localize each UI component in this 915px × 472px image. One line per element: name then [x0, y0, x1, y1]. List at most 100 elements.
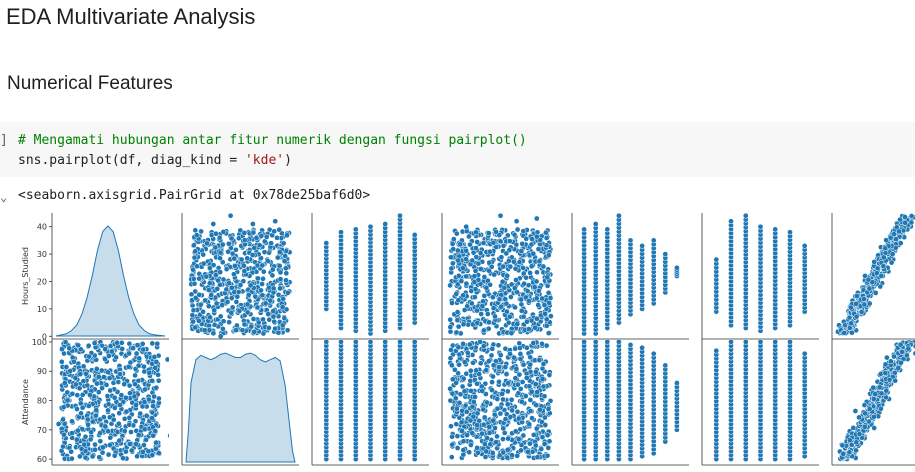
- scatter-point: [466, 449, 473, 456]
- scatter-point: [228, 295, 235, 301]
- scatter-point: [281, 258, 288, 265]
- cell-execution-bracket[interactable]: ]: [0, 133, 8, 148]
- scatter-point: [211, 307, 218, 314]
- scatter-point: [484, 435, 490, 441]
- scatter-point: [853, 313, 860, 320]
- scatter-point: [463, 370, 470, 377]
- scatter-point: [126, 414, 133, 421]
- scatter-point: [463, 273, 469, 280]
- scatter-point: [189, 312, 196, 319]
- scatter-point: [447, 397, 454, 404]
- scatter-point: [841, 330, 848, 336]
- y-tick-label: 10: [37, 305, 47, 314]
- scatter-point: [508, 281, 515, 288]
- scatter-point: [205, 303, 212, 309]
- scatter-point: [241, 268, 248, 274]
- scatter-point: [513, 277, 519, 283]
- scatter-point: [899, 349, 905, 355]
- scatter-point: [500, 449, 507, 456]
- scatter-point: [241, 237, 248, 244]
- scatter-point: [499, 278, 506, 285]
- scatter-point: [616, 339, 622, 345]
- scatter-point: [234, 322, 240, 329]
- scatter-point: [95, 373, 102, 380]
- scatter-point: [878, 405, 884, 412]
- scatter-point: [234, 293, 241, 300]
- scatter-point: [520, 432, 527, 439]
- scatter-point: [479, 303, 486, 309]
- scatter-point: [132, 381, 138, 388]
- scatter-point: [259, 281, 265, 287]
- scatter-point: [522, 393, 529, 399]
- scatter-point: [891, 353, 897, 360]
- scatter-point: [274, 254, 281, 261]
- scatter-point: [494, 396, 501, 402]
- scatter-point: [260, 275, 266, 282]
- scatter-point: [525, 326, 532, 332]
- scatter-point: [485, 230, 492, 237]
- scatter-point: [520, 361, 527, 368]
- scatter-point: [126, 421, 133, 428]
- scatter-point: [889, 251, 896, 257]
- scatter-point: [152, 428, 159, 434]
- scatter-point: [880, 263, 887, 270]
- scatter-point: [200, 251, 207, 258]
- scatter-point: [220, 276, 227, 283]
- scatter-point: [515, 381, 521, 388]
- scatter-point: [545, 289, 552, 296]
- code-cell[interactable]: ] # Mengamati hubungan antar fitur numer…: [0, 122, 915, 177]
- scatter-point: [80, 363, 87, 370]
- scatter-point: [533, 295, 540, 302]
- scatter-point: [192, 227, 199, 234]
- scatter-point: [495, 342, 502, 349]
- scatter-point: [528, 263, 535, 270]
- scatter-point: [447, 316, 454, 323]
- scatter-point: [518, 398, 525, 405]
- scatter-point: [146, 396, 152, 403]
- scatter-point: [500, 396, 506, 403]
- scatter-point: [397, 213, 403, 219]
- scatter-point: [105, 428, 111, 435]
- scatter-point: [503, 371, 510, 378]
- scatter-point: [516, 259, 523, 265]
- scatter-point: [60, 404, 67, 411]
- scatter-point: [139, 340, 146, 347]
- scatter-point: [454, 433, 461, 439]
- scatter-point: [520, 228, 527, 234]
- scatter-point: [882, 370, 889, 376]
- scatter-point: [466, 233, 472, 240]
- scatter-point: [459, 428, 465, 434]
- scatter-point: [533, 425, 540, 432]
- scatter-point: [861, 301, 868, 308]
- scatter-point: [839, 442, 846, 449]
- scatter-point: [499, 391, 506, 397]
- scatter-point: [871, 259, 878, 265]
- scatter-point: [541, 393, 548, 400]
- scatter-point: [498, 303, 505, 310]
- scatter-point: [121, 415, 128, 422]
- scatter-point: [141, 399, 148, 405]
- scatter-point: [888, 259, 895, 266]
- scatter-point: [498, 254, 505, 261]
- scatter-point: [236, 308, 243, 314]
- scatter-point: [856, 431, 863, 437]
- scatter-point: [846, 449, 853, 456]
- code-statement[interactable]: sns.pairplot(df, diag_kind = 'kde'): [18, 153, 292, 168]
- code-comment[interactable]: # Mengamati hubungan antar fitur numerik…: [18, 133, 527, 148]
- scatter-point: [100, 374, 107, 380]
- scatter-point: [81, 441, 88, 448]
- chevron-down-icon[interactable]: ⌄: [0, 190, 8, 204]
- scatter-point: [472, 294, 478, 300]
- scatter-point: [650, 350, 657, 357]
- scatter-point: [132, 372, 138, 379]
- scatter-point: [87, 392, 93, 398]
- scatter-point: [229, 250, 236, 257]
- scatter-point: [527, 440, 533, 447]
- scatter-point: [88, 429, 94, 435]
- scatter-point: [483, 399, 490, 406]
- scatter-point: [220, 318, 227, 325]
- scatter-point: [481, 274, 488, 280]
- scatter-point: [503, 300, 510, 307]
- scatter-point: [581, 339, 587, 345]
- scatter-point: [449, 390, 456, 397]
